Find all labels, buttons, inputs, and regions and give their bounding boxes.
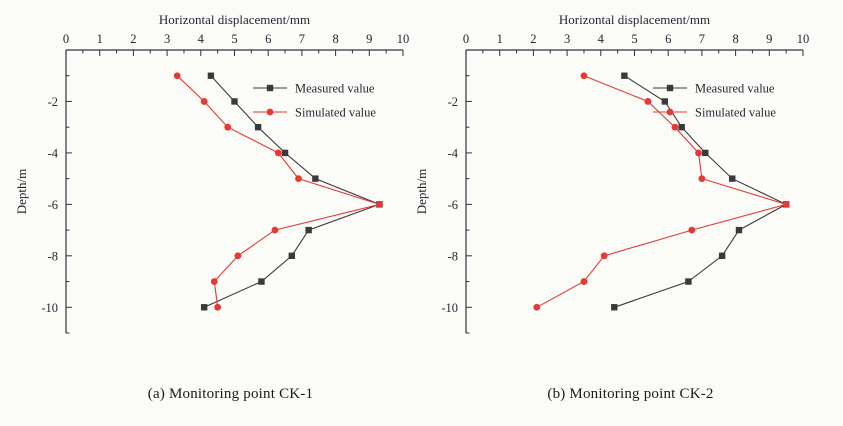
- y-axis-title: Depth/m: [14, 169, 29, 215]
- circle-marker: [173, 72, 181, 80]
- legend-label: Measured value: [695, 82, 775, 96]
- square-marker: [207, 72, 215, 79]
- circle-marker: [782, 200, 790, 208]
- circle-marker: [271, 226, 279, 234]
- legend-label: Measured value: [295, 82, 375, 96]
- circle-marker: [666, 108, 674, 116]
- y-axis-title: Depth/m: [414, 169, 429, 215]
- circle-marker: [234, 252, 242, 260]
- x-tick-label: 0: [63, 32, 69, 46]
- legend-label: Simulated value: [695, 106, 776, 120]
- x-tick-label: 8: [332, 32, 338, 46]
- chart-ck1: 0 1 2 3 4 5 6 7 8 9 10 Horizontal displacement/mm -2…: [8, 8, 413, 353]
- x-tick-label: 0: [463, 32, 469, 46]
- x-axis-title: Horizontal displacement/mm: [159, 12, 310, 27]
- circle-marker: [210, 278, 218, 285]
- circle-marker: [580, 278, 588, 285]
- circle-marker: [695, 149, 702, 157]
- x-tick-label: 5: [631, 32, 637, 46]
- legend: Measured value Simulated value: [653, 82, 776, 120]
- x-tick-label: 6: [265, 32, 271, 46]
- x-tick-label: 7: [699, 32, 705, 46]
- x-tick-label: 1: [97, 32, 103, 46]
- circle-marker: [266, 108, 274, 116]
- square-marker: [678, 123, 685, 131]
- y-tick-label: -6: [48, 198, 58, 212]
- x-axis: 0 1 2 3 4 5 6 7 8 9 10 Horizontal displacement/mm: [63, 12, 409, 56]
- square-marker: [729, 175, 736, 182]
- circle-marker: [533, 303, 541, 311]
- circle-marker: [224, 123, 232, 131]
- x-tick-label: 5: [231, 32, 237, 46]
- square-marker: [685, 278, 692, 285]
- y-tick-label: -4: [448, 146, 459, 160]
- y-axis: -2 -4 -6 -8 -10 Depth/m: [414, 50, 472, 334]
- x-tick-label: 6: [665, 32, 671, 46]
- circle-marker: [698, 175, 706, 183]
- x-tick-label: 3: [164, 32, 170, 46]
- y-tick-label: -10: [41, 301, 58, 315]
- y-tick-label: -6: [448, 198, 458, 212]
- x-tick-label: 2: [530, 32, 536, 46]
- square-marker: [661, 98, 669, 105]
- square-marker: [288, 252, 295, 260]
- series-simulated: [173, 72, 383, 311]
- circle-marker: [600, 252, 608, 260]
- x-tick-label: 3: [564, 32, 570, 46]
- circle-marker: [580, 72, 588, 80]
- circle-marker: [376, 200, 383, 208]
- square-marker: [200, 304, 208, 311]
- y-axis: -2 -4 -6 -8 -10 Depth/m: [14, 50, 72, 334]
- y-tick-label: -2: [48, 95, 58, 109]
- series-measured: [611, 72, 790, 311]
- square-marker: [266, 84, 274, 92]
- chart-svg: 0 1 2 3 4 5 6 7 8 9 10 Horizontal displacement/mm -2…: [14, 12, 409, 334]
- x-tick-label: 9: [766, 32, 772, 46]
- circle-marker: [644, 98, 652, 105]
- square-marker: [254, 123, 262, 131]
- square-marker: [718, 252, 726, 260]
- square-marker: [666, 84, 674, 92]
- square-marker: [735, 226, 743, 234]
- series-simulated: [533, 72, 790, 311]
- x-axis-title: Horizontal displacement/mm: [559, 12, 710, 27]
- x-tick-label: 10: [397, 32, 410, 46]
- y-tick-label: -8: [448, 249, 458, 263]
- legend-label: Simulated value: [295, 106, 376, 120]
- circle-marker: [214, 303, 222, 311]
- square-marker: [281, 149, 289, 157]
- square-marker: [611, 304, 618, 311]
- square-marker: [312, 175, 319, 182]
- x-tick-label: 4: [198, 32, 205, 46]
- legend: Measured value Simulated value: [253, 82, 376, 120]
- caption-ck1: (a) Monitoring point CK-1: [147, 386, 314, 402]
- square-marker: [258, 278, 265, 285]
- chart-svg: 0 1 2 3 4 5 6 7 8 9 10 Horizontal displacement/mm -2…: [414, 12, 809, 334]
- square-marker: [621, 72, 628, 79]
- y-tick-label: -2: [448, 95, 458, 109]
- y-tick-label: -8: [48, 249, 58, 263]
- x-tick-label: 9: [366, 32, 372, 46]
- x-tick-label: 10: [797, 32, 810, 46]
- x-tick-label: 1: [497, 32, 503, 46]
- circle-marker: [295, 175, 302, 183]
- x-tick-label: 7: [299, 32, 305, 46]
- y-tick-label: -10: [441, 301, 458, 315]
- circle-marker: [671, 123, 679, 131]
- square-marker: [231, 98, 238, 105]
- square-marker: [702, 149, 709, 157]
- x-tick-label: 8: [732, 32, 738, 46]
- caption-ck2: (b) Monitoring point CK-2: [547, 386, 714, 402]
- chart-ck2: 0 1 2 3 4 5 6 7 8 9 10 Horizontal displacement/mm -2…: [408, 8, 813, 353]
- circle-marker: [688, 226, 696, 234]
- series-measured: [200, 72, 383, 311]
- x-tick-label: 2: [130, 32, 136, 46]
- circle-marker: [274, 149, 282, 157]
- y-tick-label: -4: [48, 146, 59, 160]
- x-tick-label: 4: [598, 32, 605, 46]
- x-axis: 0 1 2 3 4 5 6 7 8 9 10 Horizontal displacement/mm: [463, 12, 809, 56]
- circle-marker: [200, 98, 208, 105]
- square-marker: [305, 226, 312, 234]
